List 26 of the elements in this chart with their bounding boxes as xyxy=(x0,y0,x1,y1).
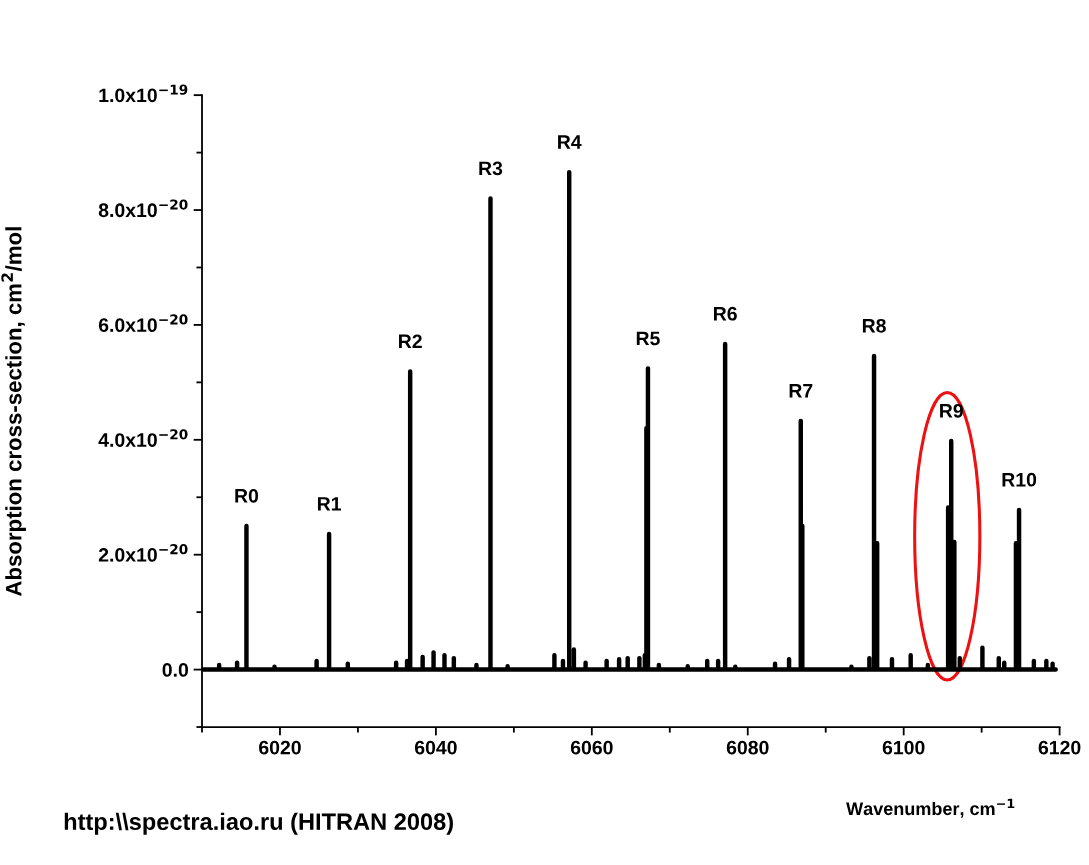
y-tick-label: 0.0 xyxy=(162,663,189,677)
x-tick-label: 6060 xyxy=(570,740,613,755)
annotation: R3 xyxy=(479,161,503,176)
y-tick-label: 1.0x10$^{−19}$ xyxy=(99,84,188,103)
annotation: R1 xyxy=(317,497,341,511)
annotation: R2 xyxy=(399,334,422,348)
x-tick-label: 6120 xyxy=(1038,740,1081,755)
x-tick-label: 6100 xyxy=(882,740,925,755)
y-tick-label: 2.0x10$^{−20}$ xyxy=(98,544,188,562)
annotation: R5 xyxy=(636,331,660,346)
x-axis-title: Wavenumber, cm$^{−1}$ xyxy=(846,798,1015,818)
y-tick-label: 6.0x10$^{−20}$ xyxy=(98,314,188,333)
x-tick-label: 6020 xyxy=(259,740,301,755)
y-axis-title: Absorption cross-section, cm$^{2}$/mol xyxy=(1,227,26,597)
y-tick-label: 8.0x10$^{−20}$ xyxy=(98,199,188,218)
annotation: R0 xyxy=(235,488,259,503)
text: http:\\spectra.iao.ru (HITRAN 2008) xyxy=(64,812,453,835)
x-tick-label: 6040 xyxy=(414,740,457,755)
annotation: R4 xyxy=(558,135,582,149)
y-tick-label: 4.0x10$^{−20}$ xyxy=(98,429,188,447)
annotation: R10 xyxy=(1002,472,1037,487)
annotation: R7 xyxy=(789,384,813,398)
annotation: R6 xyxy=(714,306,737,321)
annotation: R8 xyxy=(862,318,886,333)
annotation: R9 xyxy=(940,403,963,418)
x-tick-label: 6080 xyxy=(726,740,769,755)
